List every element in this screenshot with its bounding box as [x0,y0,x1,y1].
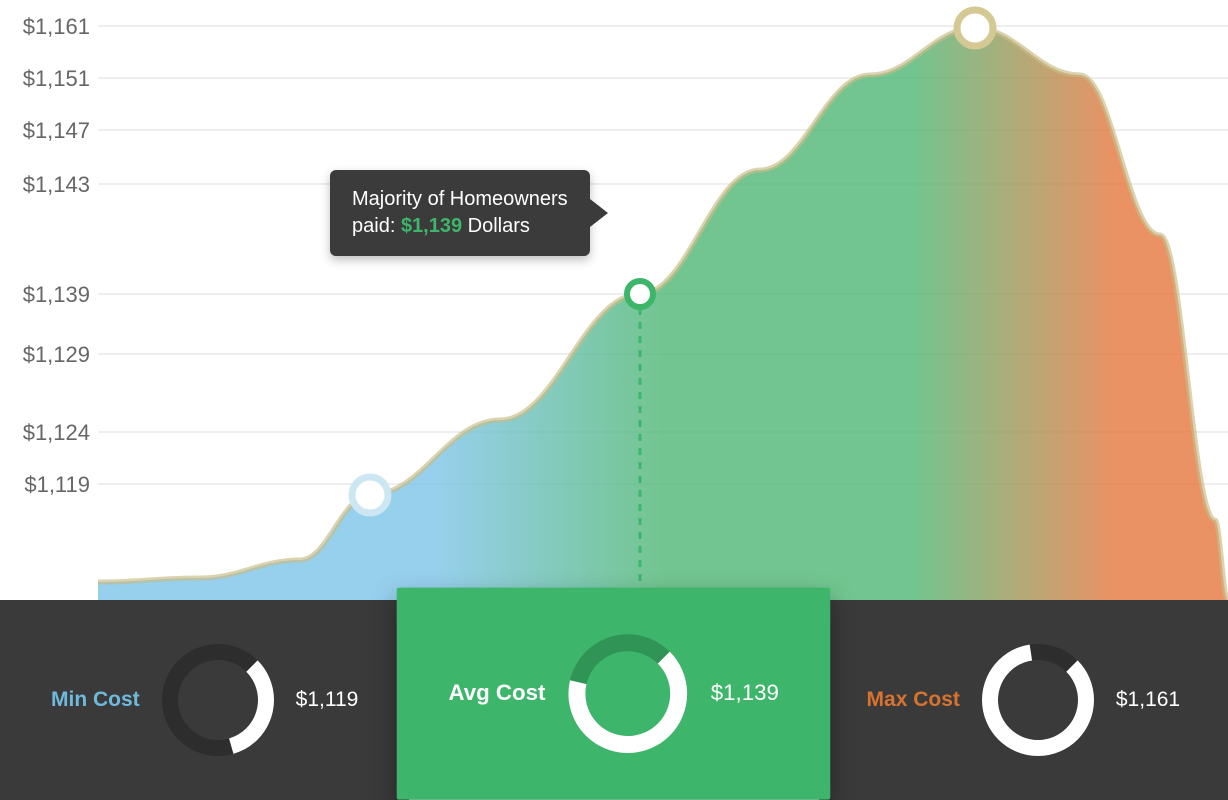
y-tick-label: $1,151 [0,66,90,92]
y-tick-label: $1,129 [0,342,90,368]
chart-svg [0,0,1228,600]
y-tick-label: $1,161 [0,14,90,40]
summary-cards: Min Cost $1,119 Avg Cost $1,139 Max Cost… [0,600,1228,800]
max-cost-card: Max Cost $1,161 [819,600,1228,800]
marker-peak [957,10,993,46]
avg-donut-icon [565,630,692,757]
tooltip: Majority of Homeowners paid: $1,139 Doll… [330,170,590,256]
cost-infographic: $1,161 $1,151 $1,147 $1,143 $1,139 $1,129 $1,1… [0,0,1228,800]
y-tick-label: $1,139 [0,282,90,308]
marker-avg [627,281,653,307]
area-fill [98,28,1228,600]
min-cost-card: Min Cost $1,119 [0,600,409,800]
tooltip-line1: Majority of Homeowners [352,186,568,213]
tooltip-line2: paid: $1,139 Dollars [352,213,568,240]
y-tick-label: $1,119 [0,472,90,498]
tooltip-amount: $1,139 [401,215,462,237]
avg-cost-label: Avg Cost [449,681,546,706]
avg-cost-value: $1,139 [711,681,779,706]
avg-cost-card: Avg Cost $1,139 [397,588,831,800]
area-chart: $1,161 $1,151 $1,147 $1,143 $1,139 $1,129 $1,1… [0,0,1228,600]
marker-min [352,477,388,513]
min-cost-value: $1,119 [296,688,359,712]
y-tick-label: $1,147 [0,118,90,144]
max-cost-label: Max Cost [867,688,960,712]
min-cost-label: Min Cost [51,688,140,712]
max-cost-value: $1,161 [1116,688,1180,712]
min-donut-icon [158,640,278,760]
y-tick-label: $1,124 [0,420,90,446]
max-donut-icon [978,640,1098,760]
y-tick-label: $1,143 [0,172,90,198]
tooltip-arrow-icon [590,199,608,227]
